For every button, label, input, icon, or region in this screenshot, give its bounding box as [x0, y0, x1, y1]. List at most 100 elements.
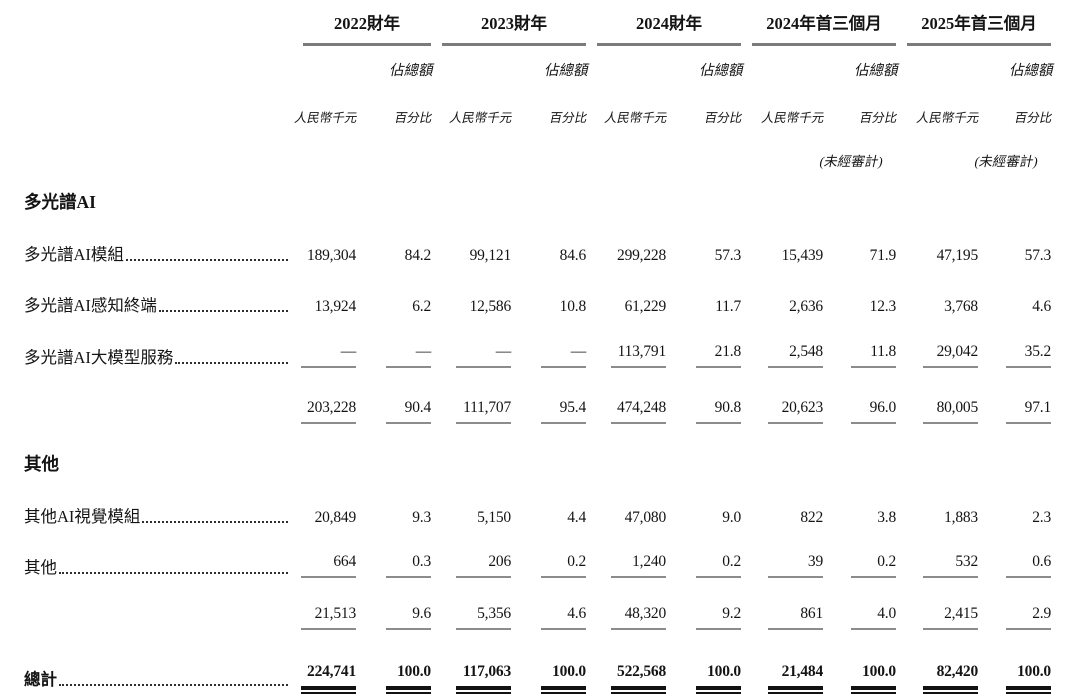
rmb-unit-subheader: 人民幣千元	[915, 111, 982, 125]
dot-leader	[59, 684, 288, 686]
row-label-cell: 多光譜AI大模型服務	[24, 322, 292, 374]
row-label-text: 其他AI視覺模組	[24, 507, 141, 526]
value-pct: 9.0	[722, 509, 741, 526]
value-cell: 9.0	[666, 482, 741, 533]
section-header-cell: 其他	[24, 430, 1051, 482]
value-pct: 95.4	[541, 399, 586, 424]
value-rmb: 48,320	[611, 605, 666, 630]
share-subheader: 佔總額	[697, 63, 745, 79]
value-pct: 0.2	[851, 553, 896, 578]
value-pct: 11.7	[715, 298, 741, 315]
table-row: 其他AI視覺模組 20,849 9.3 5,150 4.4 47,080 9.0…	[24, 482, 1051, 533]
value-cell: 39	[741, 533, 823, 584]
value-pct: 12.3	[869, 298, 897, 315]
value-pct: 21.8	[696, 343, 741, 368]
row-label-cell: 其他	[24, 533, 292, 584]
unaudited-cell: (未經審計)	[741, 132, 896, 176]
value-cell: 4.4	[511, 482, 586, 533]
value-cell: —	[292, 322, 356, 374]
total-cell: 522,568	[586, 636, 666, 696]
row-label-cell: 多光譜AI模組	[24, 220, 292, 271]
value-cell: 61,229	[586, 271, 667, 322]
value-rmb: 861	[768, 605, 823, 630]
value-cell: 12,586	[431, 271, 512, 322]
unaudited-cell: (未經審計)	[896, 132, 1051, 176]
unaudited-note: (未經審計)	[973, 154, 1040, 169]
row-label-cell: 多光譜AI感知終端	[24, 271, 292, 322]
value-cell: 35.2	[978, 322, 1051, 374]
total-cell: 100.0	[511, 636, 586, 696]
subtotal-row: 203,228 90.4 111,707 95.4 474,248 90.8 2…	[24, 374, 1051, 430]
corner-spacer	[24, 2, 292, 46]
value-pct: —	[386, 343, 431, 368]
dot-leader	[59, 572, 288, 574]
value-rmb: 299,228	[617, 247, 666, 264]
value-pct: 4.0	[851, 605, 896, 630]
subtotal-cell: 9.6	[356, 584, 431, 636]
section-header-cell: 多光譜AI	[24, 176, 1051, 220]
unaudited-note: (未經審計)	[818, 154, 885, 169]
value-pct: 100.0	[541, 663, 586, 694]
value-pct: 100.0	[696, 663, 741, 694]
value-rmb: 3,768	[944, 298, 978, 315]
unit-subheader-cell: 人民幣千元	[586, 86, 669, 132]
value-cell: 29,042	[896, 322, 978, 374]
value-rmb: 664	[301, 553, 356, 578]
year-group-cell: 2023財年	[431, 2, 586, 46]
value-pct: 100.0	[386, 663, 431, 694]
share-subheader-cell: 佔總額	[431, 46, 590, 86]
value-pct: 0.2	[696, 553, 741, 578]
value-cell: 47,195	[896, 220, 979, 271]
spacer-cell	[24, 374, 292, 430]
value-rmb: 1,883	[944, 509, 978, 526]
unit-subheader-cell: 百分比	[666, 86, 744, 132]
value-cell: 12.3	[823, 271, 897, 322]
share-subheader-cell: 佔總額	[292, 46, 435, 86]
row-label-text: 多光譜AI感知終端	[24, 296, 157, 315]
value-cell: 99,121	[431, 220, 512, 271]
share-subheader-cell: 佔總額	[896, 46, 1055, 86]
section-header-row: 其他	[24, 430, 1051, 482]
value-pct: 10.8	[559, 298, 587, 315]
row-label: 其他AI視覺模組	[24, 503, 292, 533]
subtotal-cell: 21,513	[292, 584, 356, 636]
unit-subheader-cell: 人民幣千元	[292, 86, 359, 132]
value-cell: 0.3	[356, 533, 431, 584]
table-row: 人民幣千元 百分比 人民幣千元 百分比 人民幣千元 百分比 人民幣千元 百分比 …	[24, 86, 1054, 132]
value-pct: 2.9	[1006, 605, 1051, 630]
subtotal-cell: 80,005	[896, 374, 978, 430]
value-cell: 15,439	[741, 220, 824, 271]
value-rmb: 15,439	[781, 247, 824, 264]
value-cell: 9.3	[356, 482, 431, 533]
value-cell: —	[431, 322, 511, 374]
value-pct: 57.3	[1024, 247, 1052, 264]
year-group-cell: 2024年首三個月	[741, 2, 896, 46]
total-cell: 100.0	[666, 636, 741, 696]
value-rmb: 1,240	[611, 553, 666, 578]
value-rmb: 39	[768, 553, 823, 578]
value-cell: 11.7	[666, 271, 741, 322]
subtotal-cell: 96.0	[823, 374, 896, 430]
year-group-cell: 2024財年	[586, 2, 741, 46]
table-row: 佔總額 佔總額 佔總額 佔總額 佔總額	[24, 46, 1055, 86]
value-pct: 90.8	[696, 399, 741, 424]
value-rmb: 12,586	[469, 298, 512, 315]
subtotal-cell: 2.9	[978, 584, 1051, 636]
value-rmb: 82,420	[923, 663, 978, 694]
unaudited-cell	[586, 132, 741, 176]
value-rmb: 61,229	[624, 298, 667, 315]
value-pct: 84.2	[404, 247, 432, 264]
row-label-text: 其他	[24, 558, 57, 577]
value-pct: —	[541, 343, 586, 368]
subtotal-row: 21,513 9.6 5,356 4.6 48,320 9.2 861 4.0 …	[24, 584, 1051, 636]
value-rmb: 224,741	[301, 663, 356, 694]
value-cell: 84.2	[356, 220, 432, 271]
share-subheader: 佔總額	[852, 63, 900, 79]
table-row: (未經審計) (未經審計)	[24, 132, 1051, 176]
share-subheader: 佔總額	[542, 63, 590, 79]
dot-leader	[142, 521, 288, 523]
subtotal-cell: 4.0	[823, 584, 896, 636]
value-cell: 10.8	[511, 271, 587, 322]
value-pct: 97.1	[1006, 399, 1051, 424]
value-cell: 0.2	[823, 533, 896, 584]
